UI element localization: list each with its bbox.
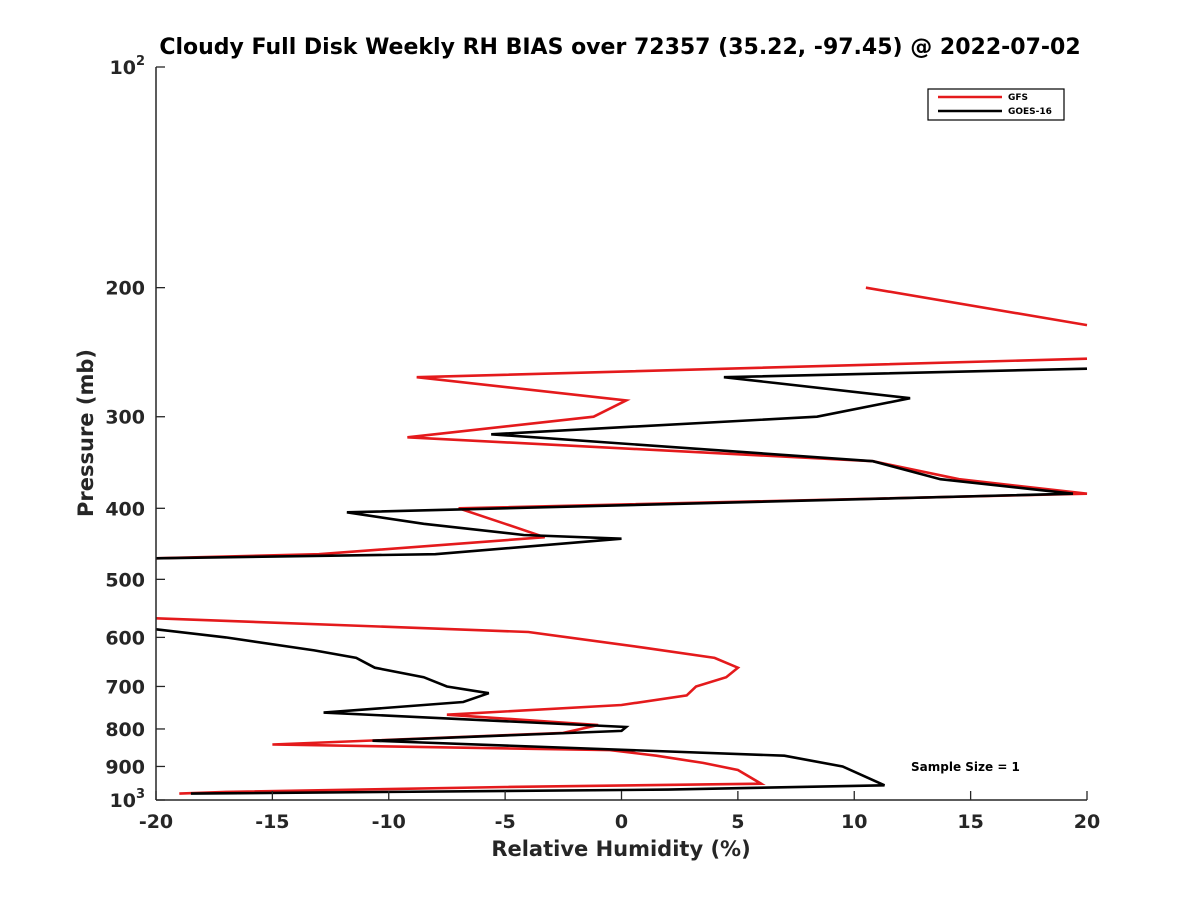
legend-box xyxy=(927,88,1065,121)
y-tick-label: 300 xyxy=(105,407,145,429)
sample-size-annotation: Sample Size = 1 xyxy=(911,760,1020,774)
series-line-gfs-2 xyxy=(155,357,1088,560)
x-tick-label: 20 xyxy=(1074,811,1100,833)
y-tick-label: 700 xyxy=(105,676,145,698)
series-line-goes16-2 xyxy=(155,628,886,795)
y-tick-label: 400 xyxy=(105,498,145,520)
series-line-goes16-1 xyxy=(155,367,1088,560)
x-tick-label: 15 xyxy=(957,811,983,833)
y-tick-label: 600 xyxy=(105,627,145,649)
x-tick-label: -5 xyxy=(495,811,516,833)
y-axis-ticks: 102 200 300 400 500 600 700 800 900 103 xyxy=(105,54,165,812)
legend: GFS GOES-16 xyxy=(927,88,1065,121)
x-axis-label: Relative Humidity (%) xyxy=(491,837,750,861)
x-tick-label: 10 xyxy=(841,811,867,833)
plot-lines xyxy=(155,286,1088,795)
x-tick-label: 5 xyxy=(731,811,744,833)
y-tick-label: 103 xyxy=(110,787,146,812)
y-tick-label: 102 xyxy=(110,54,146,79)
y-tick-label: 900 xyxy=(105,756,145,778)
y-tick-label: 500 xyxy=(105,569,145,591)
legend-label-gfs: GFS xyxy=(1008,93,1028,103)
y-tick-label: 800 xyxy=(105,719,145,741)
y-axis-label: Pressure (mb) xyxy=(74,349,98,517)
x-tick-label: 0 xyxy=(615,811,628,833)
y-tick-label: 200 xyxy=(105,278,145,300)
series-line-gfs-1 xyxy=(865,286,1088,327)
x-tick-label: -10 xyxy=(372,811,406,833)
legend-label-goes16: GOES-16 xyxy=(1008,107,1052,117)
x-tick-label: -15 xyxy=(255,811,289,833)
chart-title: Cloudy Full Disk Weekly RH BIAS over 723… xyxy=(159,35,1080,60)
x-tick-label: -20 xyxy=(139,811,173,833)
x-axis-ticks: -20 -15 -10 -5 0 5 10 15 20 xyxy=(139,791,1100,833)
